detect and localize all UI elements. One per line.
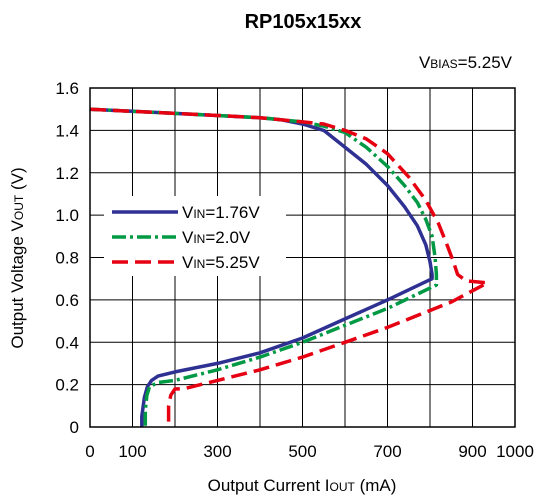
x-tick-label: 700 — [373, 442, 401, 461]
y-tick-label: 0 — [70, 418, 79, 437]
y-tick-label: 0.2 — [55, 376, 79, 395]
x-tick-label: 500 — [288, 442, 316, 461]
x-tick-label: 900 — [458, 442, 486, 461]
y-tick-label: 1.4 — [55, 121, 79, 140]
x-tick-label: 0 — [85, 442, 94, 461]
legend-label: VIN=1.76V — [182, 203, 260, 222]
series-line — [89, 107, 490, 427]
series-line — [89, 107, 439, 427]
y-axis-label: Output Voltage VOUT (V) — [8, 167, 27, 348]
x-tick-label: 100 — [118, 442, 146, 461]
y-tick-label: 1.0 — [55, 206, 79, 225]
legend-label: VIN=2.0V — [182, 228, 251, 247]
chart-title: RP105x15xx — [245, 11, 362, 33]
series-layer — [89, 107, 490, 427]
legend-background — [104, 196, 286, 276]
x-tick-label: 300 — [203, 442, 231, 461]
y-tick-label: 1.2 — [55, 164, 79, 183]
plot-frame — [89, 87, 516, 428]
x-axis-label: Output Current IOUT (mA) — [208, 476, 397, 495]
y-tick-label: 0.4 — [55, 333, 79, 352]
y-tick-label: 0.8 — [55, 249, 79, 268]
legend: VIN=1.76V VIN=2.0V VIN=5.25V — [112, 203, 260, 272]
y-tick-label: 1.6 — [55, 79, 79, 98]
x-tick-label: 1000 — [496, 442, 534, 461]
bias-annotation: VBIAS=5.25V — [419, 53, 513, 72]
y-tick-labels: 0 0.2 0.4 0.6 0.8 1.0 1.2 1.4 1.6 — [55, 79, 79, 437]
x-tick-labels: 0 100 300 500 700 900 1000 — [85, 442, 534, 461]
y-tick-label: 0.6 — [55, 291, 79, 310]
legend-label: VIN=5.25V — [182, 253, 260, 272]
